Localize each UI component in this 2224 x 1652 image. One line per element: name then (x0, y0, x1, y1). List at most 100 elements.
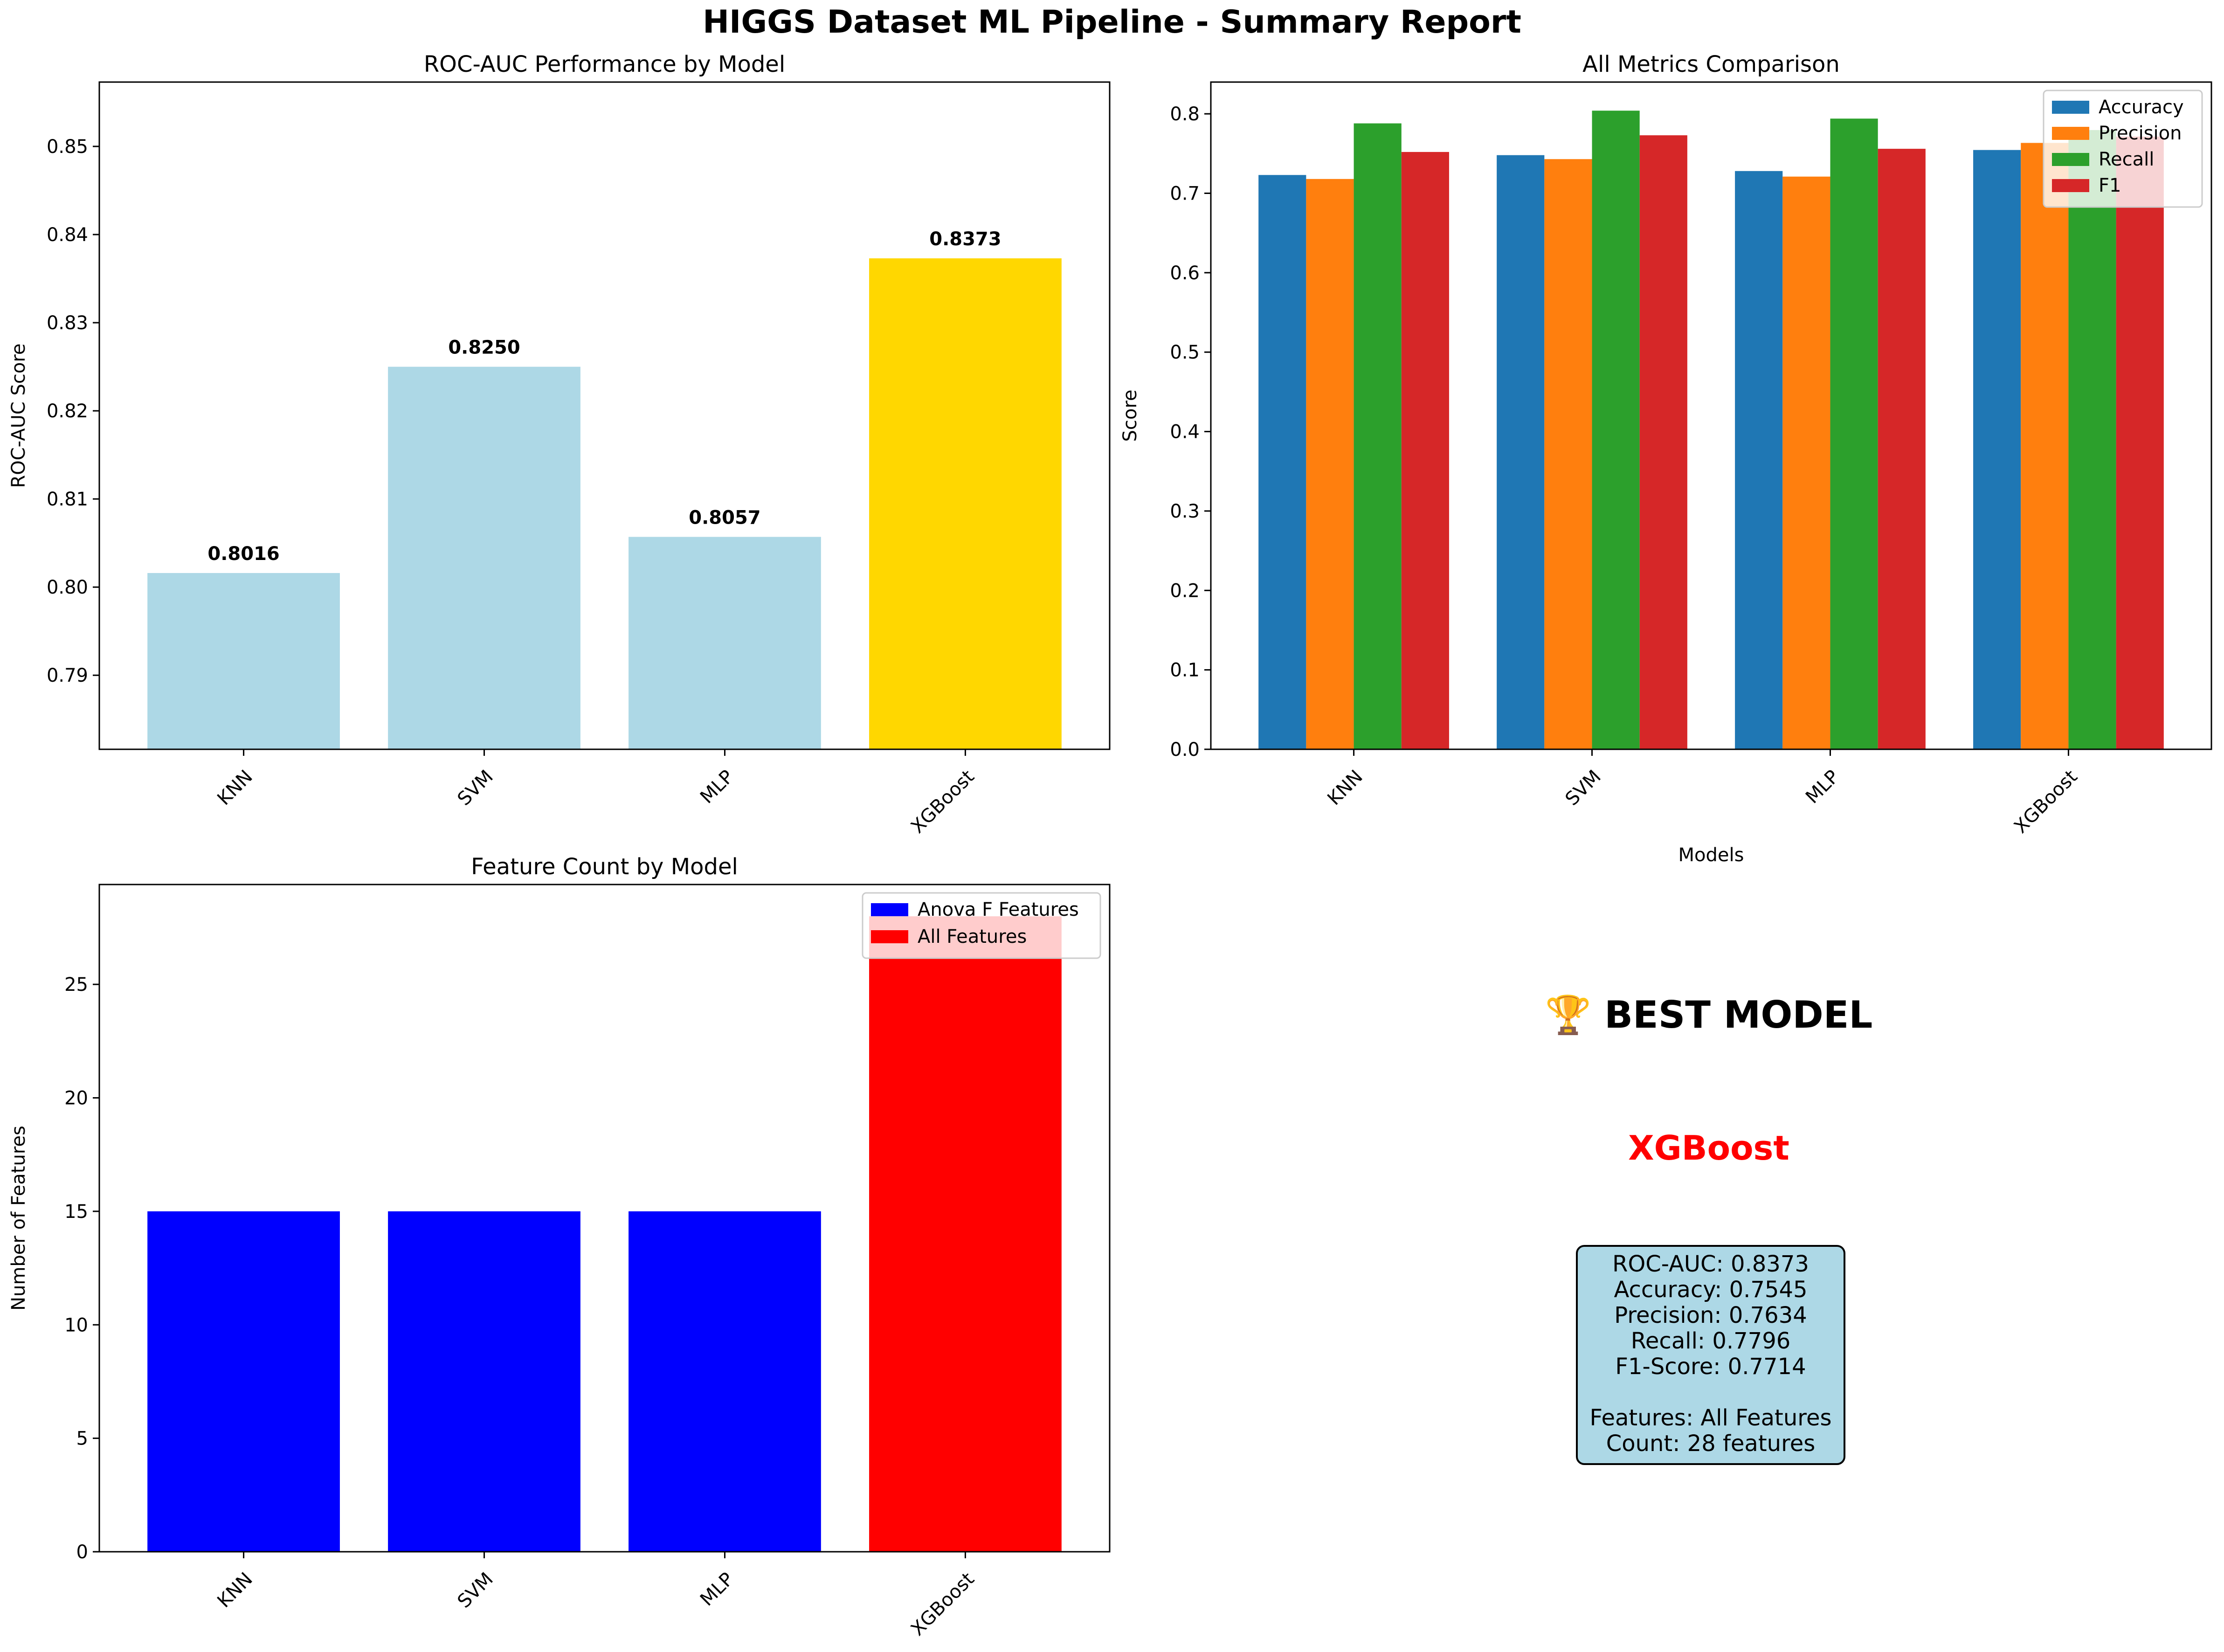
best-model-line: F1-Score: 0.7714 (1615, 1354, 1806, 1380)
metric-bar-accuracy (1258, 175, 1306, 749)
y-tick-label: 0.2 (1170, 580, 1200, 601)
y-tick-label: 0 (76, 1541, 88, 1563)
y-tick-label: 0.4 (1170, 422, 1200, 443)
features-legend (862, 892, 1101, 959)
best-model-metrics-box: ROC-AUC: 0.8373 Accuracy: 0.7545 Precisi… (1576, 1245, 1845, 1465)
metric-bar-accuracy (1497, 155, 1545, 750)
legend-label: F1 (2099, 175, 2121, 196)
legend-swatch (871, 930, 908, 943)
x-tick-label: XGBoost (907, 766, 979, 838)
y-tick-label: 0.6 (1170, 263, 1200, 284)
best-model-name: XGBoost (1628, 1128, 1789, 1168)
metric-bar-f1 (2116, 136, 2164, 749)
y-tick-label: 0.83 (47, 312, 88, 334)
best-model-line: Recall: 0.7796 (1630, 1328, 1791, 1354)
legend-swatch (2052, 179, 2089, 192)
metric-bar-f1 (1878, 149, 1926, 750)
best-model-line: Precision: 0.7634 (1614, 1302, 1807, 1328)
y-tick-label: 15 (64, 1201, 88, 1223)
y-axis-label: Number of Features (8, 1126, 29, 1311)
y-tick-label: 0.5 (1170, 342, 1200, 363)
x-tick-label: SVM (454, 766, 497, 810)
legend-label: Recall (2099, 149, 2154, 170)
metric-bar-precision (2021, 143, 2069, 750)
feature-bar (629, 1211, 821, 1552)
x-tick-label: SVM (1561, 766, 1605, 810)
roc-bar (869, 258, 1062, 750)
legend-swatch (871, 903, 908, 916)
y-tick-label: 0.85 (47, 136, 88, 158)
legend-label: All Features (918, 926, 1027, 947)
metric-bar-f1 (1401, 152, 1449, 749)
roc-bar-label: 0.8057 (689, 507, 760, 528)
best-model-line: Features: All Features (1589, 1405, 1832, 1431)
metrics-axes-frame (1210, 81, 2212, 750)
y-tick-label: 0.79 (47, 665, 88, 686)
features-chart-title: Feature Count by Model (471, 854, 738, 880)
x-tick-label: KNN (1323, 766, 1367, 809)
y-tick-label: 0.80 (47, 577, 88, 598)
x-tick-label: XGBoost (2010, 766, 2082, 838)
x-tick-label: SVM (454, 1569, 497, 1612)
roc-bar-label: 0.8016 (207, 543, 279, 565)
legend-swatch (2052, 153, 2089, 166)
y-axis-label: ROC-AUC Score (8, 343, 29, 488)
feature-bar (388, 1211, 580, 1552)
x-tick-label: MLP (1802, 766, 1844, 808)
y-tick-label: 0.3 (1170, 501, 1200, 522)
legend-swatch (2052, 127, 2089, 140)
legend-label: Anova F Features (918, 899, 1079, 920)
page-title: HIGGS Dataset ML Pipeline - Summary Repo… (703, 4, 1521, 41)
roc-bar-label: 0.8373 (929, 228, 1001, 250)
roc-bar (147, 573, 340, 749)
metric-bar-accuracy (1735, 171, 1783, 749)
y-tick-label: 10 (64, 1314, 88, 1336)
metric-bar-recall (2068, 130, 2116, 749)
best-model-line (1578, 1380, 1844, 1405)
best-model-panel: 🏆 BEST MODEL XGBoost ROC-AUC: 0.8373 Acc… (1166, 933, 2224, 1539)
x-tick-label: XGBoost (907, 1569, 979, 1640)
roc-bar (629, 537, 821, 749)
y-tick-label: 5 (76, 1428, 88, 1450)
roc-bar (388, 366, 580, 749)
metric-bar-recall (1592, 111, 1640, 749)
x-tick-label: KNN (213, 1569, 256, 1612)
x-tick-label: MLP (696, 766, 738, 808)
y-tick-label: 0.84 (47, 224, 88, 246)
metric-bar-f1 (1639, 135, 1687, 749)
metric-bar-precision (1544, 159, 1592, 749)
y-tick-label: 25 (64, 974, 88, 995)
best-model-line: ROC-AUC: 0.8373 (1612, 1251, 1809, 1277)
metric-bar-precision (1306, 179, 1354, 750)
legend-swatch (2052, 101, 2089, 114)
y-tick-label: 0.7 (1170, 183, 1200, 205)
best-model-line: Count: 28 features (1606, 1431, 1816, 1457)
y-tick-label: 0.81 (47, 489, 88, 510)
features-axes-frame (98, 884, 1111, 1553)
y-tick-label: 0.1 (1170, 660, 1200, 681)
roc-axes-frame (98, 81, 1111, 750)
x-axis-label: Models (1678, 844, 1744, 866)
metric-bar-recall (1830, 118, 1878, 750)
feature-bar (147, 1211, 340, 1552)
metric-bar-precision (1782, 176, 1830, 750)
best-model-heading: 🏆 BEST MODEL (1545, 993, 1873, 1037)
y-axis-label: Score (1119, 389, 1141, 442)
y-tick-label: 0.8 (1170, 104, 1200, 125)
legend-label: Precision (2099, 123, 2182, 144)
metric-bar-recall (1354, 123, 1402, 750)
roc-chart-title: ROC-AUC Performance by Model (424, 51, 785, 77)
metrics-chart-title: All Metrics Comparison (1582, 51, 1840, 77)
legend-label: Accuracy (2099, 97, 2184, 118)
feature-bar (869, 916, 1062, 1552)
y-tick-label: 20 (64, 1088, 88, 1109)
roc-bar-label: 0.8250 (448, 337, 520, 359)
x-tick-label: KNN (213, 766, 256, 809)
metrics-legend (2043, 90, 2203, 208)
x-tick-label: MLP (696, 1569, 738, 1611)
metric-bar-accuracy (1973, 150, 2021, 749)
y-tick-label: 0.0 (1170, 739, 1200, 760)
y-tick-label: 0.82 (47, 401, 88, 422)
best-model-line: Accuracy: 0.7545 (1614, 1277, 1808, 1303)
